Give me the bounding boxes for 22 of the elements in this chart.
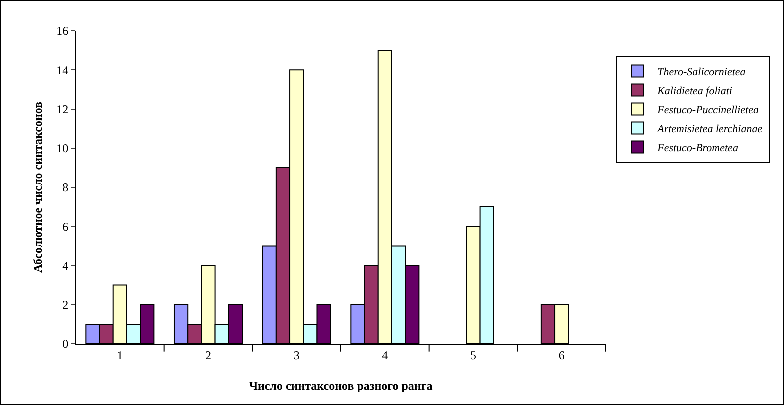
y-tick-label: 2 bbox=[62, 298, 69, 312]
y-tick-label: 8 bbox=[62, 180, 69, 195]
legend-label: Festuco-Brometea bbox=[656, 142, 739, 155]
x-axis-title: Число синтаксонов разного ранга bbox=[249, 379, 433, 393]
legend-label: Thero-Salicornietea bbox=[658, 66, 746, 79]
y-tick-label: 16 bbox=[56, 24, 69, 38]
legend-label: Artemisietea lerchianae bbox=[656, 124, 763, 136]
x-tick-label: 1 bbox=[117, 348, 124, 362]
x-tick-label: 3 bbox=[294, 348, 300, 362]
legend-label: Festuco-Puccinellietea bbox=[656, 104, 760, 117]
y-axis-title: Абсолютное число синтаксонов bbox=[31, 101, 45, 274]
x-tick-label: 2 bbox=[206, 348, 212, 362]
y-tick-label: 14 bbox=[56, 63, 69, 78]
x-tick-label: 5 bbox=[470, 348, 476, 362]
y-tick-label: 6 bbox=[62, 220, 69, 234]
legend-label: Kalidietea foliati bbox=[656, 86, 732, 98]
y-tick-label: 12 bbox=[56, 102, 69, 116]
y-tick-label: 4 bbox=[62, 258, 69, 273]
x-tick-label: 4 bbox=[382, 348, 388, 362]
y-tick-label: 0 bbox=[62, 337, 69, 352]
y-tick-label: 10 bbox=[56, 142, 69, 156]
x-tick-label: 6 bbox=[558, 348, 565, 362]
